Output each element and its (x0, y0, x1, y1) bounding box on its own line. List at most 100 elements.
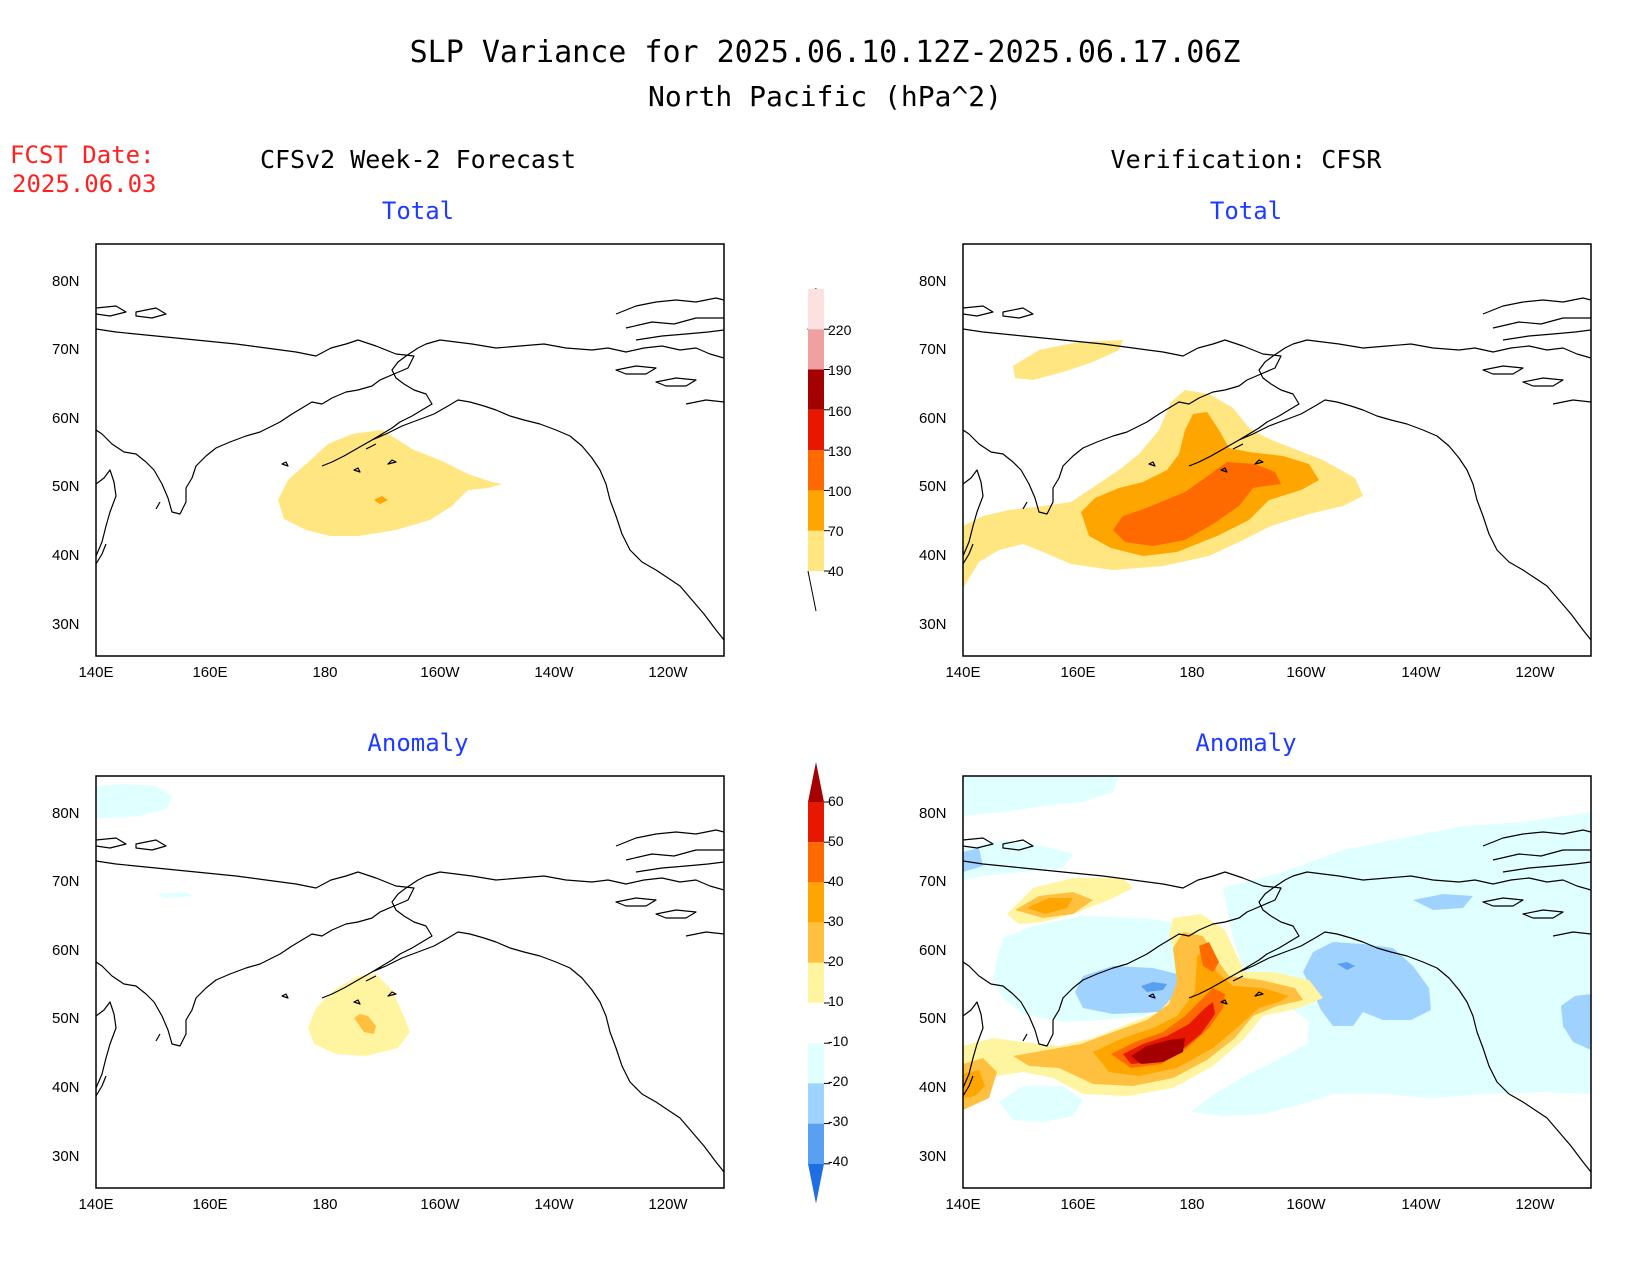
anomaly-contour-neg20b (1303, 942, 1431, 1026)
lat-label: 50N (52, 1010, 80, 1027)
colorbar-total-label: 100 (828, 483, 852, 499)
lon-label: 160E (192, 664, 227, 681)
variance-contour-40 (278, 430, 502, 536)
column-title-forecast: CFSv2 Week-2 Forecast (260, 145, 576, 174)
map-frame (95, 775, 725, 1189)
panel-title: Total (1210, 197, 1282, 225)
lon-label: 120W (648, 1196, 688, 1213)
panel-forecast-total: Total 80N 70N 60N 50N 40N 30N 140E 160E … (52, 197, 725, 681)
lon-label: 160E (192, 1196, 227, 1213)
lat-label: 80N (52, 273, 80, 290)
lon-label: 180 (312, 1196, 337, 1213)
lon-label: 140E (945, 1196, 980, 1213)
panel-forecast-anomaly: Anomaly 80N 70N 60N 50N 40N 30N 140E 160… (52, 729, 725, 1213)
lat-label: 60N (919, 410, 947, 427)
lat-label: 70N (919, 873, 947, 890)
lat-label: 50N (919, 1010, 947, 1027)
fcst-date-label: FCST Date: (10, 141, 155, 169)
panel-title: Anomaly (367, 729, 468, 757)
anomaly-contour-neg10b (963, 840, 1073, 880)
lat-label: 30N (52, 616, 80, 633)
colorbar-anomaly-label: -10 (828, 1033, 848, 1049)
anomaly-contour-60 (1131, 1038, 1185, 1064)
lat-label: 50N (919, 478, 947, 495)
anomaly-contour-20 (1013, 932, 1303, 1086)
lat-label: 40N (919, 547, 947, 564)
colorbar-anomaly-swatch (808, 1043, 824, 1084)
lon-label: 140W (1401, 1196, 1441, 1213)
anomaly-contour-neg10b (156, 892, 192, 898)
lon-label: 160W (420, 1196, 460, 1213)
colorbar-total-label: 220 (828, 322, 852, 338)
lon-label: 180 (312, 664, 337, 681)
variance-contour-70 (374, 496, 388, 504)
colorbar-total-swatch (808, 329, 824, 370)
lon-label: 180 (1179, 1196, 1204, 1213)
colorbar-total-label: 130 (828, 443, 852, 459)
map-frame (95, 243, 725, 657)
colorbar-total-swatch (808, 409, 824, 451)
colorbar-anomaly-swatch (808, 962, 824, 1003)
colorbar-anomaly-swatch (808, 882, 824, 923)
colorbar-anomaly-label: 10 (828, 993, 844, 1009)
lat-label: 40N (52, 1079, 80, 1096)
lat-axis: 80N 70N 60N 50N 40N 30N (52, 273, 80, 633)
lat-label: 80N (919, 273, 947, 290)
figure-header: SLP Variance for 2025.06.10.12Z-2025.06.… (10, 35, 1382, 198)
anomaly-contour-20 (354, 1014, 376, 1034)
column-title-verification: Verification: CFSR (1111, 145, 1383, 174)
lat-label: 80N (919, 805, 947, 822)
lat-label: 50N (52, 478, 80, 495)
colorbar-anomaly-label: -40 (828, 1153, 848, 1169)
lat-label: 80N (52, 805, 80, 822)
colorbar-anomaly-label: 50 (828, 833, 844, 849)
panel-map-field (278, 430, 502, 536)
lat-label: 30N (919, 1148, 947, 1165)
lat-label: 40N (919, 1079, 947, 1096)
colorbar-total-label: 40 (828, 563, 844, 579)
lon-label: 120W (648, 664, 688, 681)
anomaly-contour-neg20c (1413, 894, 1473, 910)
colorbar-anomaly-swatch (808, 1083, 824, 1124)
lon-label: 160W (1286, 1196, 1326, 1213)
lat-label: 70N (52, 873, 80, 890)
lon-label: 120W (1515, 664, 1555, 681)
lat-label: 70N (52, 341, 80, 358)
anomaly-contour-30c (963, 1070, 985, 1098)
lat-label: 60N (52, 942, 80, 959)
anomaly-contour-neg20e (963, 848, 983, 872)
colorbar-bottom-tail (807, 570, 817, 612)
colorbar-total-label: 160 (828, 403, 852, 419)
anomaly-contour-neg10e (999, 1086, 1083, 1122)
lon-label: 140W (1401, 664, 1441, 681)
panel-map-field (963, 776, 1591, 1122)
lat-axis: 80N 70N 60N 50N 40N 30N (52, 805, 80, 1165)
colorbar-total: 40 70 100 130 160 190 220 (807, 287, 852, 612)
anomaly-contour-30b (1027, 898, 1073, 914)
colorbar-anomaly-label: 60 (828, 793, 844, 809)
anomaly-contour-neg20d (1561, 994, 1591, 1050)
lon-label: 140E (78, 1196, 113, 1213)
lon-label: 160W (1286, 664, 1326, 681)
lon-axis: 140E 160E 180 160W 140W 120W (78, 1196, 688, 1213)
anomaly-contour-neg10 (963, 776, 1119, 816)
anomaly-contour-neg30 (1141, 982, 1167, 992)
figure-subtitle: North Pacific (hPa^2) (648, 80, 1002, 113)
panel-map-field (963, 340, 1363, 588)
colorbar-anomaly-top-triangle (808, 762, 824, 802)
colorbar-anomaly-swatch (808, 1123, 824, 1164)
lat-label: 30N (919, 616, 947, 633)
colorbar-anomaly-label: 40 (828, 873, 844, 889)
colorbar-total-label: 190 (828, 362, 852, 378)
colorbar-anomaly-label: -20 (828, 1073, 848, 1089)
lat-label: 70N (919, 341, 947, 358)
anomaly-contour-neg30b (1337, 962, 1355, 970)
lon-axis: 140E 160E 180 160W 140W 120W (945, 664, 1555, 681)
panel-title: Total (382, 197, 454, 225)
lat-label: 60N (919, 942, 947, 959)
colorbar-total-swatch (808, 530, 824, 571)
lon-label: 140W (534, 664, 574, 681)
figure-title: SLP Variance for 2025.06.10.12Z-2025.06.… (410, 35, 1241, 70)
colorbar-anomaly-swatch (808, 922, 824, 963)
anomaly-contour-neg10 (96, 784, 172, 818)
